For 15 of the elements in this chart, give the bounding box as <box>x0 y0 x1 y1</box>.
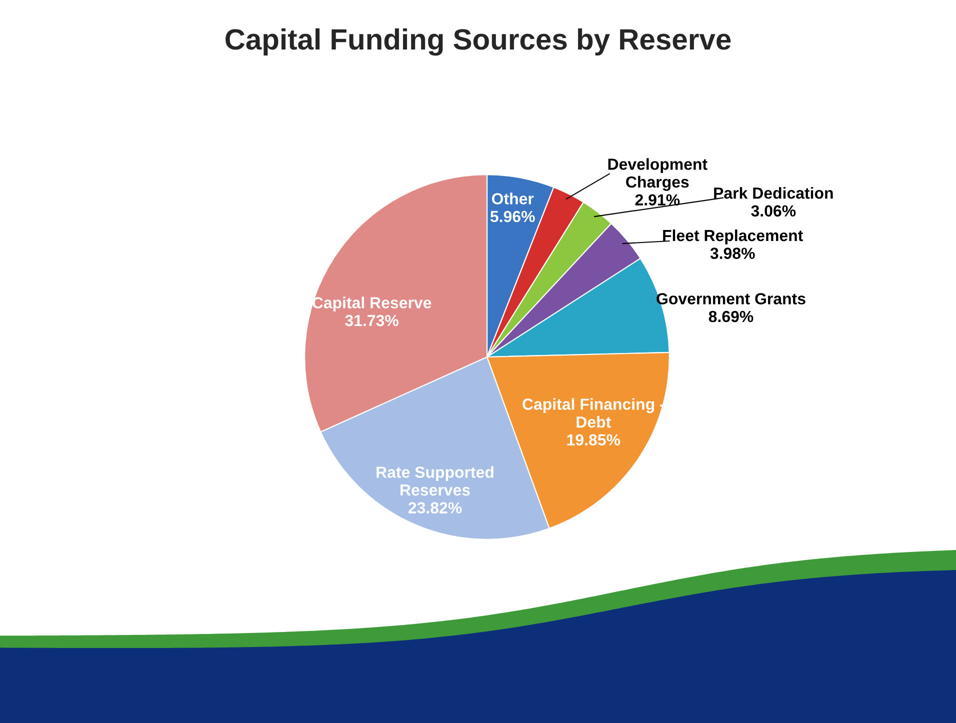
data-label: 31.73% <box>345 314 398 326</box>
slice-label: Fleet Replacement <box>663 229 803 244</box>
chart-title: Capital Funding Sources by Reserve <box>226 28 731 56</box>
data-label: 8.69% <box>708 310 754 322</box>
slice-label: Capital Reserve <box>312 296 432 312</box>
slice-label: Park Dedication <box>714 187 833 199</box>
slice-label: Development Charges <box>608 158 708 191</box>
data-label: 2.91% <box>635 194 680 206</box>
data-label: 5.96% <box>490 210 535 222</box>
data-label: 3.98% <box>710 248 755 259</box>
data-label: 23.82% <box>408 502 462 514</box>
slice-label: Other <box>492 192 534 204</box>
data-label: 3.06% <box>751 205 796 217</box>
slice-label: Rate Supported Reserves <box>376 466 494 496</box>
data-label: 19.85% <box>567 434 620 446</box>
